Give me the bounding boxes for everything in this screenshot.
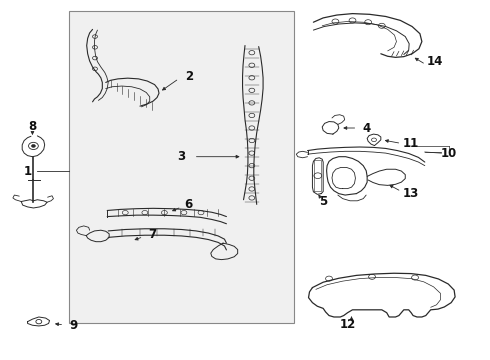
Text: 3: 3 xyxy=(177,150,186,163)
Text: 6: 6 xyxy=(185,198,193,211)
Text: 2: 2 xyxy=(185,69,193,82)
Bar xyxy=(69,12,294,323)
Text: 13: 13 xyxy=(403,187,419,200)
Text: 7: 7 xyxy=(148,228,156,241)
Text: 1: 1 xyxy=(24,165,32,177)
Circle shape xyxy=(31,144,35,147)
Text: 12: 12 xyxy=(340,318,356,331)
Text: 5: 5 xyxy=(319,195,327,208)
Text: 9: 9 xyxy=(70,319,78,332)
Text: 8: 8 xyxy=(28,120,37,133)
Text: 11: 11 xyxy=(403,137,419,150)
Text: 4: 4 xyxy=(362,122,370,135)
Text: 10: 10 xyxy=(441,147,457,159)
Text: 14: 14 xyxy=(426,55,443,68)
